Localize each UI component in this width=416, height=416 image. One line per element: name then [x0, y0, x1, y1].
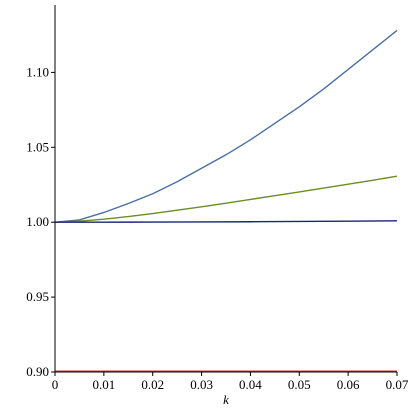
x-tick-label: 0.01 [92, 377, 115, 392]
series-line-2 [54, 175, 398, 223]
x-tick-label: 0.06 [337, 377, 360, 392]
x-tick-label: 0.04 [239, 377, 262, 392]
series-line-3 [55, 220, 398, 223]
y-tick-label: 0.95 [26, 289, 49, 304]
x-tick-label: 0 [52, 377, 59, 392]
x-tick-label: 0.07 [386, 377, 409, 392]
x-axis-label: k [223, 392, 229, 407]
x-tick-label: 0.02 [141, 377, 164, 392]
y-tick-label: 1.05 [26, 139, 49, 154]
series-layer [54, 29, 398, 372]
y-tick-label: 1.00 [26, 214, 49, 229]
x-tick-label: 0.03 [190, 377, 213, 392]
x-tick-label: 0.05 [288, 377, 311, 392]
series-line-1 [54, 29, 398, 223]
axes-layer: 0.90 0.95 1.00 1.05 1.10 0 0.01 0.02 0.03 0.04 0.0… [26, 5, 409, 392]
y-tick-label: 1.10 [26, 64, 49, 79]
y-tick-label: 0.90 [26, 364, 49, 379]
